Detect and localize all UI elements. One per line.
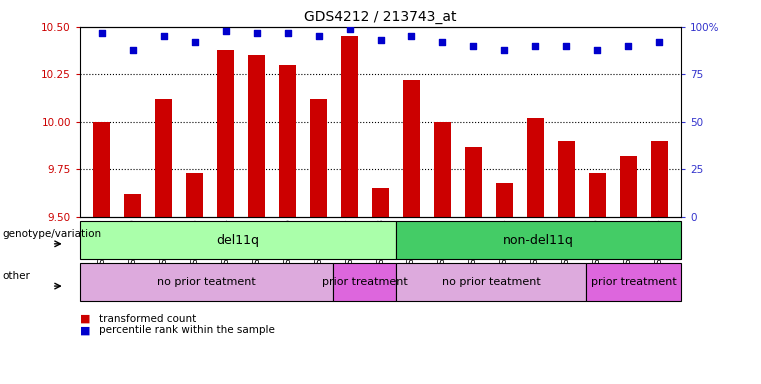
Point [622, 43, 635, 49]
Bar [651, 141, 668, 217]
Text: genotype/variation: genotype/variation [2, 229, 101, 239]
Point [313, 33, 325, 40]
Point [250, 30, 263, 36]
Point [219, 28, 231, 34]
Point [343, 26, 355, 32]
Title: GDS4212 / 213743_at: GDS4212 / 213743_at [304, 10, 457, 25]
Bar [155, 99, 172, 217]
Point [158, 33, 170, 40]
Point [653, 39, 665, 45]
Text: no prior teatment: no prior teatment [157, 277, 256, 287]
Bar [620, 156, 637, 217]
Bar [403, 80, 420, 217]
Point [436, 39, 448, 45]
Bar [93, 122, 110, 217]
Point [498, 46, 511, 53]
Text: non-del11q: non-del11q [503, 233, 574, 247]
Text: prior treatment: prior treatment [322, 277, 408, 287]
Text: percentile rank within the sample: percentile rank within the sample [99, 325, 275, 335]
Bar [186, 173, 203, 217]
Text: other: other [2, 271, 30, 281]
Bar [248, 55, 265, 217]
Point [374, 37, 387, 43]
Point [189, 39, 201, 45]
Text: transformed count: transformed count [99, 314, 196, 324]
Point [282, 30, 294, 36]
Point [530, 43, 542, 49]
Text: ■: ■ [80, 314, 91, 324]
Bar [558, 141, 575, 217]
Text: no prior teatment: no prior teatment [442, 277, 540, 287]
Bar [465, 147, 482, 217]
Text: del11q: del11q [217, 233, 260, 247]
Point [467, 43, 479, 49]
Bar [372, 189, 389, 217]
Bar [434, 122, 451, 217]
Bar [124, 194, 141, 217]
Bar [496, 183, 513, 217]
Text: prior treatment: prior treatment [591, 277, 677, 287]
Bar [589, 173, 606, 217]
Bar [217, 50, 234, 217]
Point [591, 46, 603, 53]
Point [560, 43, 572, 49]
Bar [341, 36, 358, 217]
Bar [310, 99, 327, 217]
Point [406, 33, 418, 40]
Bar [279, 65, 296, 217]
Point [96, 30, 108, 36]
Text: ■: ■ [80, 325, 91, 335]
Bar [527, 118, 544, 217]
Point [126, 46, 139, 53]
